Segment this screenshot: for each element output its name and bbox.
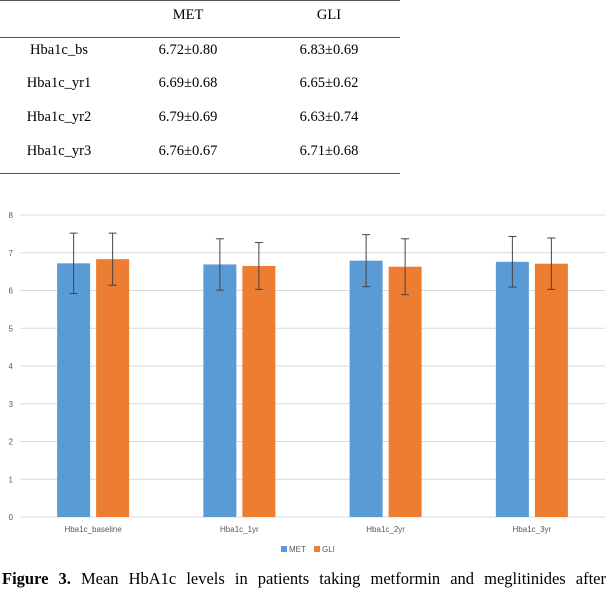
table-cell: 6.83±0.69 — [299, 42, 359, 58]
y-tick-label: 4 — [9, 362, 14, 371]
bar-met — [495, 261, 529, 517]
table-cell: 6.72±0.80 — [158, 42, 218, 58]
x-tick-label: Hba1c_1yr — [220, 525, 259, 534]
y-tick-label: 5 — [9, 324, 14, 333]
legend-label: MET — [289, 545, 306, 554]
table-row-label: Hba1c_yr1 — [26, 75, 92, 91]
caption-text: Mean HbA1c levels in patients taking met… — [70, 569, 606, 588]
table-cell: 6.69±0.68 — [158, 75, 218, 91]
legend-swatch-gli — [314, 546, 320, 552]
y-tick-label: 1 — [9, 475, 14, 484]
hba1c-bar-chart: 0 1 2 3 4 5 6 7 8 Hba1c_baseline Hba1c_1yr Hba1c_2y… — [9, 211, 605, 554]
figure-label: Figure 3. — [2, 569, 71, 588]
x-tick-label: Hba1c_baseline — [64, 525, 122, 534]
y-tick-label: 7 — [9, 249, 14, 258]
bar-gli — [242, 265, 276, 517]
bar-met — [349, 260, 383, 517]
table-cell: 6.63±0.74 — [299, 109, 359, 125]
table-row-label: Hba1c_bs — [30, 42, 88, 58]
bar-gli — [96, 259, 130, 517]
legend-label: GLI — [322, 545, 335, 554]
table-cell: 6.79±0.69 — [158, 109, 218, 125]
x-tick-label: Hba1c_2yr — [366, 525, 405, 534]
table-header-met: MET — [172, 7, 204, 23]
bar-gli — [534, 263, 568, 517]
legend-swatch-met — [281, 546, 287, 552]
table-cell: 6.65±0.62 — [299, 75, 359, 91]
bar-met — [57, 263, 91, 517]
x-tick-label: Hba1c_3yr — [513, 525, 552, 534]
table-row-label: Hba1c_yr2 — [26, 109, 92, 125]
y-tick-label: 0 — [9, 513, 14, 522]
table-cell: 6.76±0.67 — [158, 143, 218, 159]
y-tick-label: 3 — [9, 400, 14, 409]
table-cell: 6.71±0.68 — [299, 143, 359, 159]
table-bottom-rule — [0, 173, 400, 174]
table-row-label: Hba1c_yr3 — [26, 143, 92, 159]
y-tick-label: 6 — [9, 287, 14, 296]
y-tick-label: 8 — [9, 211, 14, 220]
table-top-rule — [0, 0, 400, 1]
bar-met — [203, 264, 237, 517]
table-header-gli: GLI — [316, 7, 342, 23]
figure-caption: Figure 3. Mean HbA1c levels in patients … — [2, 568, 606, 590]
table-header-rule — [0, 37, 400, 38]
y-tick-label: 2 — [9, 438, 14, 447]
bar-gli — [388, 266, 422, 517]
